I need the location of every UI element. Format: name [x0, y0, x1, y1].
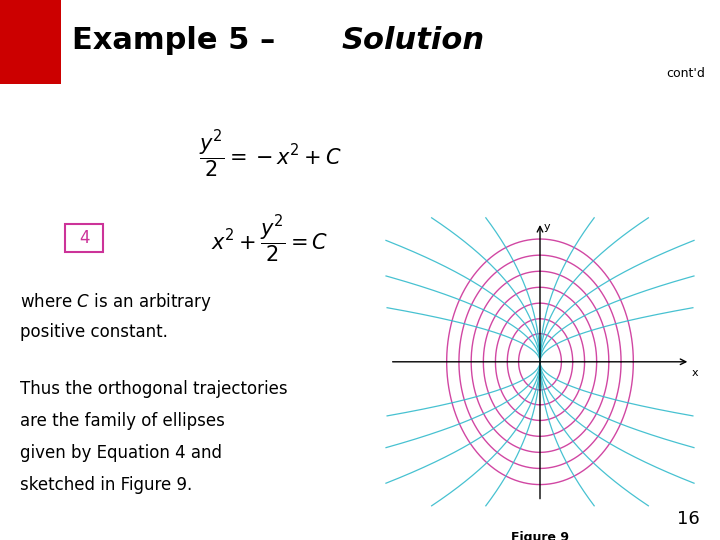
Text: Thus the orthogonal trajectories: Thus the orthogonal trajectories: [20, 380, 287, 397]
Text: $\dfrac{y^2}{2} = -x^2 + C$: $\dfrac{y^2}{2} = -x^2 + C$: [199, 128, 341, 180]
Text: Example 5 –: Example 5 –: [72, 26, 286, 55]
Bar: [0, 0, 61, 84]
Text: where $C$ is an arbitrary: where $C$ is an arbitrary: [20, 291, 212, 313]
Text: given by Equation 4 and: given by Equation 4 and: [20, 444, 222, 462]
Text: positive constant.: positive constant.: [20, 323, 168, 341]
Text: cont'd: cont'd: [667, 67, 706, 80]
Text: 4: 4: [78, 229, 89, 247]
Text: x: x: [692, 368, 698, 378]
Bar: [65, 224, 103, 252]
Text: sketched in Figure 9.: sketched in Figure 9.: [20, 476, 192, 494]
Text: $x^2 + \dfrac{y^2}{2} = C$: $x^2 + \dfrac{y^2}{2} = C$: [211, 213, 329, 265]
Text: are the family of ellipses: are the family of ellipses: [20, 411, 225, 430]
Text: 16: 16: [678, 510, 700, 528]
Text: Figure 9: Figure 9: [511, 531, 569, 540]
Text: Solution: Solution: [342, 26, 485, 55]
Text: y: y: [544, 222, 551, 232]
